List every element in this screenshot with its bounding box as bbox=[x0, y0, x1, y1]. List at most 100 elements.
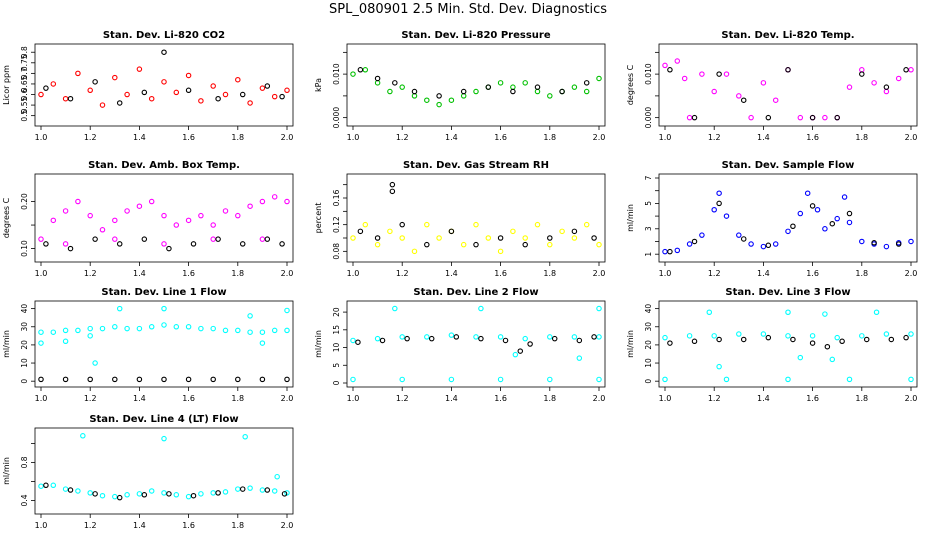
data-point-red bbox=[284, 87, 290, 94]
data-point-yellow bbox=[571, 235, 578, 241]
x-tick-label: 1.4 bbox=[757, 133, 770, 142]
data-point-cyan bbox=[161, 490, 167, 496]
data-point-green bbox=[362, 67, 369, 73]
y-tick-label: 0.65 bbox=[20, 75, 29, 92]
data-point-black bbox=[740, 97, 747, 103]
data-point-cyan bbox=[662, 376, 668, 383]
data-point-black bbox=[871, 240, 877, 246]
data-point-black bbox=[765, 114, 772, 121]
data-point-cyan bbox=[512, 351, 519, 358]
data-point-cyan bbox=[210, 325, 216, 332]
x-tick-label: 2.0 bbox=[593, 394, 606, 403]
data-point-cyan bbox=[424, 334, 430, 340]
data-point-black bbox=[667, 248, 673, 255]
data-point-black bbox=[374, 235, 381, 241]
data-point-black bbox=[374, 75, 381, 82]
data-point-black bbox=[279, 241, 285, 247]
data-point-cyan bbox=[247, 313, 253, 319]
x-tick-label: 2.0 bbox=[281, 521, 294, 530]
data-point-blue bbox=[716, 190, 722, 196]
data-point-black bbox=[576, 337, 583, 344]
data-point-magenta bbox=[112, 236, 118, 242]
data-point-cyan bbox=[99, 492, 106, 499]
data-point-cyan bbox=[136, 491, 143, 497]
data-point-cyan bbox=[873, 309, 880, 316]
y-tick-label: 0.8 bbox=[20, 46, 29, 58]
y-tick-label: 0.000 bbox=[332, 107, 341, 129]
data-point-black bbox=[497, 235, 504, 241]
x-tick-label: 1.8 bbox=[231, 269, 244, 278]
panel-title: Stan. Dev. Gas Stream RH bbox=[403, 160, 549, 171]
data-point-cyan bbox=[274, 473, 280, 480]
y-tick-label: 0.75 bbox=[20, 54, 29, 71]
y-axis-label: kPa bbox=[314, 78, 323, 92]
data-point-cyan bbox=[716, 363, 722, 370]
data-point-black bbox=[559, 88, 565, 95]
x-tick-label: 1.8 bbox=[231, 521, 244, 530]
data-point-cyan bbox=[547, 376, 553, 383]
x-tick-label: 1.4 bbox=[133, 269, 146, 278]
data-point-red bbox=[136, 66, 143, 72]
data-point-black bbox=[846, 210, 853, 217]
data-point-cyan bbox=[736, 331, 742, 337]
data-point-black bbox=[903, 67, 909, 73]
data-point-black bbox=[116, 494, 123, 501]
y-tick-label: 0.8 bbox=[20, 456, 29, 468]
x-tick-label: 1.6 bbox=[806, 269, 819, 278]
data-point-black bbox=[141, 236, 148, 242]
data-point-red bbox=[259, 85, 266, 91]
x-tick-label: 1.2 bbox=[708, 269, 721, 278]
data-point-cyan bbox=[124, 325, 130, 332]
data-point-black bbox=[534, 84, 541, 90]
data-point-black bbox=[62, 376, 69, 383]
y-tick-label: 0 bbox=[644, 379, 653, 384]
main-title: SPL_080901 2.5 Min. Std. Dev. Diagnostic… bbox=[329, 2, 607, 17]
data-point-magenta bbox=[822, 114, 828, 121]
y-tick-label: 20 bbox=[644, 340, 653, 350]
data-point-magenta bbox=[210, 222, 216, 228]
x-tick-label: 1.6 bbox=[494, 133, 507, 142]
data-point-black bbox=[895, 241, 902, 247]
plot-frame bbox=[346, 300, 606, 388]
data-point-black bbox=[785, 67, 791, 73]
x-tick-label: 2.0 bbox=[593, 269, 606, 278]
data-point-black bbox=[517, 348, 524, 354]
data-point-cyan bbox=[161, 305, 167, 312]
data-point-cyan bbox=[797, 354, 804, 361]
data-point-cyan bbox=[38, 329, 44, 335]
data-point-magenta bbox=[748, 114, 754, 121]
data-point-magenta bbox=[772, 97, 779, 103]
data-point-black bbox=[67, 95, 74, 102]
data-point-cyan bbox=[148, 324, 155, 330]
data-point-cyan bbox=[38, 340, 44, 346]
x-tick-label: 1.0 bbox=[659, 133, 672, 142]
y-tick-label: 7 bbox=[644, 175, 653, 180]
y-axis-label: ml/min bbox=[626, 330, 635, 358]
panel-title: Stan. Dev. Li-820 Temp. bbox=[721, 30, 854, 41]
data-point-black bbox=[424, 241, 430, 248]
data-point-black bbox=[404, 335, 410, 342]
panel-title: Stan. Dev. Line 4 (LT) Flow bbox=[89, 414, 238, 425]
data-point-blue bbox=[674, 247, 681, 254]
data-point-black bbox=[667, 340, 673, 346]
x-tick-label: 1.2 bbox=[84, 269, 97, 278]
data-point-magenta bbox=[87, 212, 93, 219]
data-point-cyan bbox=[99, 325, 106, 332]
data-point-red bbox=[148, 95, 155, 102]
plot-frame bbox=[34, 300, 294, 388]
data-point-blue bbox=[797, 210, 804, 217]
data-point-yellow bbox=[436, 235, 442, 241]
data-point-black bbox=[43, 85, 49, 91]
x-tick-label: 1.2 bbox=[84, 394, 97, 403]
data-point-yellow bbox=[411, 248, 418, 255]
data-point-cyan bbox=[222, 327, 229, 334]
data-point-black bbox=[834, 114, 840, 121]
data-point-red bbox=[198, 98, 204, 104]
data-point-green bbox=[534, 88, 541, 95]
data-point-cyan bbox=[284, 327, 290, 334]
x-tick-label: 1.4 bbox=[133, 394, 146, 403]
y-tick-label: 3 bbox=[644, 226, 653, 231]
y-tick-label: 40 bbox=[20, 304, 29, 314]
data-point-blue bbox=[748, 241, 754, 247]
data-point-black bbox=[691, 338, 698, 345]
